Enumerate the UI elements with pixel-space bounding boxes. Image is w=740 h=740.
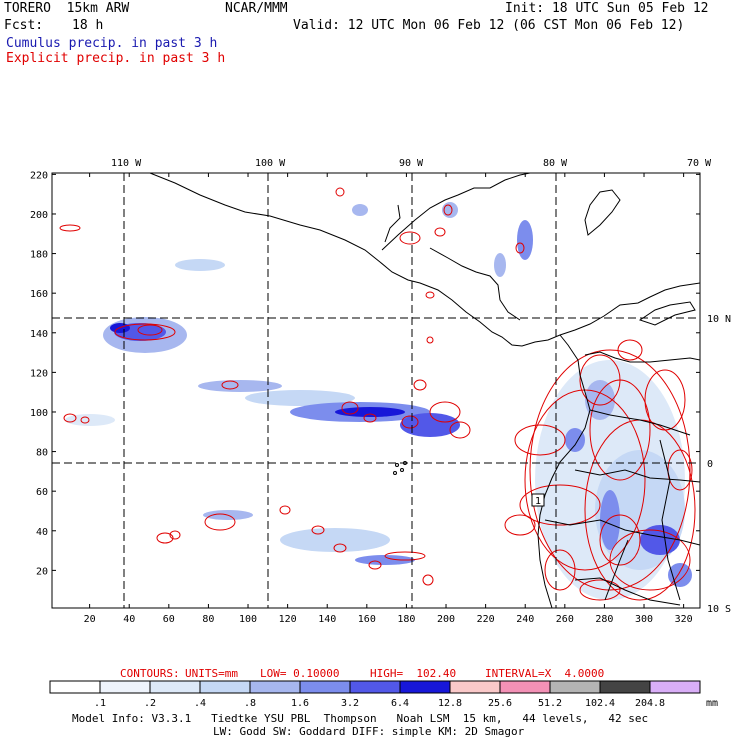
- x-tick-label: 240: [516, 614, 534, 625]
- x-tick-label: 280: [595, 614, 613, 625]
- colorbar-swatch: [499, 680, 551, 694]
- x-tick-label: 20: [84, 614, 96, 625]
- x-tick-label: 220: [477, 614, 495, 625]
- colorbar-label: 6.4: [391, 698, 409, 709]
- colorbar-swatch: [549, 680, 601, 694]
- colorbar-swatch: [399, 680, 451, 694]
- colorbar-label: 25.6: [488, 698, 512, 709]
- x-tick-label: 160: [358, 614, 376, 625]
- colorbar-swatch: [599, 680, 651, 694]
- axis-ticks: [52, 173, 700, 608]
- colorbar-swatch: [349, 680, 401, 694]
- forecast-label: Fcst:: [4, 18, 44, 33]
- lon-label-100w: 100 W: [255, 158, 286, 169]
- y-tick-label: 160: [30, 289, 48, 300]
- x-tick-label: 40: [123, 614, 135, 625]
- colorbar-label: 12.8: [438, 698, 462, 709]
- lat-label-10n: 10 N: [707, 314, 731, 325]
- x-tick-label: 320: [675, 614, 693, 625]
- axis-tick-labels: 20 40 60 80 100 120 140 160 180 200 220 240 260 280 30…: [30, 170, 693, 625]
- x-tick-label: 300: [635, 614, 653, 625]
- contours-low: LOW= 0.10000: [260, 667, 340, 680]
- colorbar-unit: mm: [706, 698, 718, 709]
- y-tick-label: 140: [30, 329, 48, 340]
- colorbar: [49, 680, 701, 694]
- y-tick-label: 80: [36, 448, 48, 459]
- colorbar-swatch: [299, 680, 351, 694]
- colorbar-label: .8: [244, 698, 256, 709]
- colorbar-swatch: [199, 680, 251, 694]
- contours-units: UNITS=mm: [185, 667, 238, 680]
- forecast-hour: 18 h: [72, 18, 104, 33]
- cumulus-precip-title: Cumulus precip. in past 3 h: [6, 36, 218, 51]
- y-tick-label: 120: [30, 368, 48, 379]
- organization: NCAR/MMM: [225, 1, 288, 16]
- x-tick-label: 100: [239, 614, 257, 625]
- valid-time: Valid: 12 UTC Mon 06 Feb 12 (06 CST Mon …: [293, 18, 685, 33]
- lat-label-10s: 10 S: [707, 604, 731, 615]
- contours-interval: INTERVAL=X 4.0000: [485, 667, 605, 680]
- explicit-precip-title: Explicit precip. in past 3 h: [6, 51, 226, 66]
- colorbar-label: 1.6: [291, 698, 309, 709]
- colorbar-label: 3.2: [341, 698, 359, 709]
- colorbar-swatch: [49, 680, 101, 694]
- colorbar-swatch: [249, 680, 301, 694]
- lon-label-110w: 110 W: [111, 158, 142, 169]
- colorbar-label: .1: [94, 698, 106, 709]
- lon-label-90w: 90 W: [399, 158, 424, 169]
- y-tick-label: 40: [36, 527, 48, 538]
- lon-label-70w: 70 W: [687, 158, 712, 169]
- physics-info: LW: Godd SW: Goddard DIFF: simple KM: 2D…: [213, 725, 525, 738]
- x-tick-label: 120: [279, 614, 297, 625]
- cumulus-precip-shading: [65, 202, 692, 600]
- y-tick-label: 180: [30, 250, 48, 261]
- y-tick-label: 220: [30, 170, 48, 181]
- x-tick-label: 200: [437, 614, 455, 625]
- x-tick-label: 80: [202, 614, 214, 625]
- y-tick-label: 20: [36, 566, 48, 577]
- y-tick-label: 200: [30, 210, 48, 221]
- colorbar-label: .4: [194, 698, 206, 709]
- init-time: Init: 18 UTC Sun 05 Feb 12: [505, 1, 709, 16]
- x-tick-label: 60: [163, 614, 175, 625]
- map-frame: [51, 172, 701, 609]
- graticule: [52, 173, 700, 608]
- y-tick-label: 60: [36, 487, 48, 498]
- contours-high: HIGH= 102.40: [370, 667, 457, 680]
- colorbar-swatch: [149, 680, 201, 694]
- colorbar-swatch: [649, 680, 701, 694]
- coastlines: [149, 173, 700, 608]
- colorbar-label: 51.2: [538, 698, 562, 709]
- colorbar-swatch: [449, 680, 501, 694]
- colorbar-label: .2: [144, 698, 156, 709]
- contours-label: CONTOURS:: [120, 667, 180, 680]
- colorbar-labels: .1 .2 .4 .8 1.6 3.2 6.4 12.8 25.6 51.2 102.4 204.8: [94, 698, 665, 709]
- x-tick-label: 260: [556, 614, 574, 625]
- colorbar-label: 102.4: [585, 698, 615, 709]
- lat-label-0: 0: [707, 459, 713, 470]
- model-info: Model Info: V3.3.1 Tiedtke YSU PBL Thomp…: [72, 712, 649, 725]
- x-tick-label: 180: [397, 614, 415, 625]
- colorbar-swatch: [99, 680, 151, 694]
- colorbar-label: 204.8: [635, 698, 665, 709]
- marker-box: [531, 493, 545, 507]
- y-tick-label: 100: [30, 408, 48, 419]
- lon-label-80w: 80 W: [543, 158, 568, 169]
- x-tick-label: 140: [318, 614, 336, 625]
- model-name: TORERO 15km ARW: [4, 1, 130, 16]
- marker-label: 1: [535, 496, 541, 507]
